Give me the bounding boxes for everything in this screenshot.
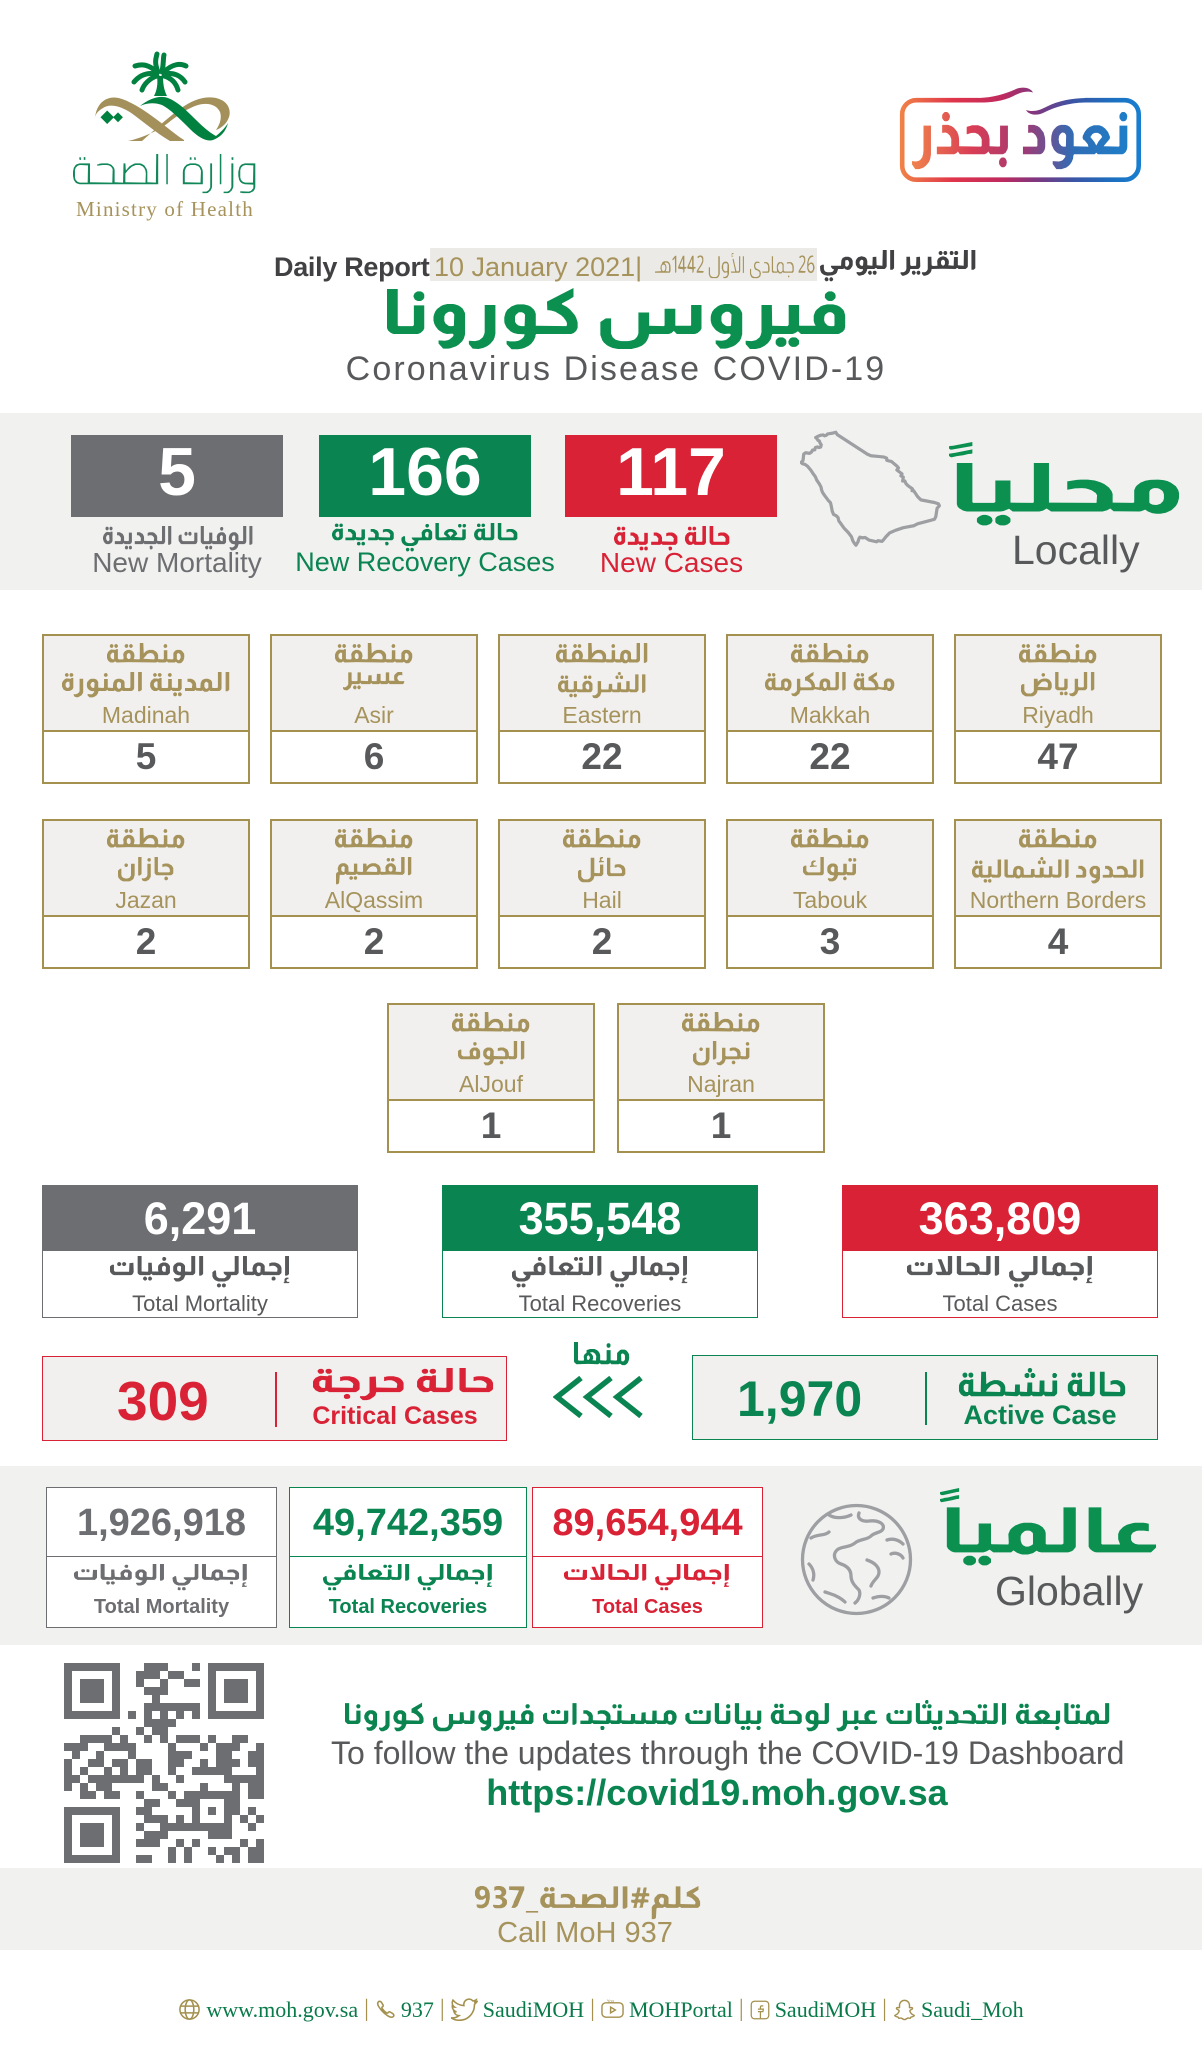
- svg-text:You: You: [607, 1998, 615, 2003]
